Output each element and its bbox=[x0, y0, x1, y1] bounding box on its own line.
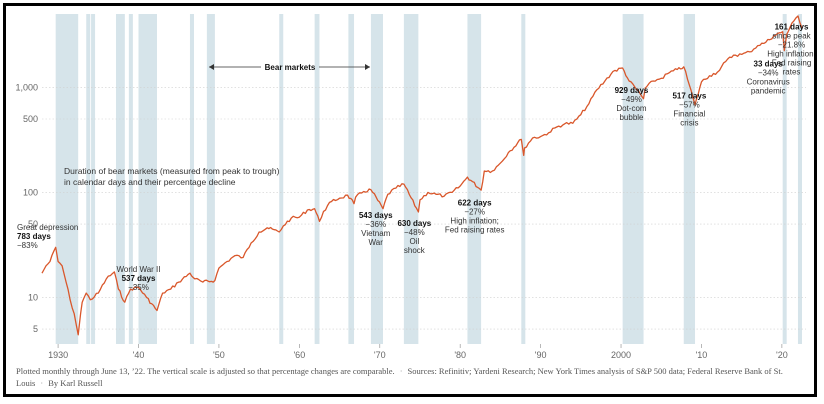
annotation-line: Great depression bbox=[17, 223, 78, 232]
annotation-line: −34% bbox=[758, 69, 779, 78]
annotation-line: since peak bbox=[772, 32, 811, 41]
annotation-line: High inflation; bbox=[450, 217, 498, 226]
bear-market-band bbox=[403, 14, 419, 344]
bear-market-band bbox=[55, 14, 79, 344]
y-tick-label: 10 bbox=[28, 292, 38, 302]
arrow-right-head bbox=[365, 64, 370, 70]
bear-market-band bbox=[314, 14, 320, 344]
annotation-line: −48% bbox=[404, 228, 425, 237]
annotation-line: −49% bbox=[621, 95, 642, 104]
bear-market-band bbox=[622, 14, 644, 344]
annotation-line: Oil bbox=[409, 237, 419, 246]
annotation-head: 929 days bbox=[615, 86, 649, 95]
y-tick-label: 100 bbox=[23, 187, 38, 197]
sp500-series-line bbox=[41, 15, 803, 336]
annotation-line: −36% bbox=[365, 220, 386, 229]
x-axis-ticks: 1930 '40 '50 '60 '70 '80 '90 2000 '10 '20 bbox=[48, 344, 788, 360]
bear-market-band bbox=[521, 14, 526, 344]
bear-markets-label-group: Bear markets bbox=[209, 63, 370, 72]
stock-chart: 5 10 50 100 500 1,000 1930 '40 '50 '60 '70 '80 '90 2… bbox=[15, 14, 814, 360]
annotation-line: −35% bbox=[128, 283, 149, 292]
bear-market-band bbox=[128, 14, 133, 344]
bear-market-band bbox=[683, 14, 696, 344]
bear-market-band bbox=[797, 14, 802, 344]
annotation-line: shock bbox=[404, 246, 426, 255]
duration-note-line2: in calendar days and their percentage de… bbox=[64, 177, 236, 187]
bear-market-band bbox=[189, 14, 194, 344]
bear-market-band bbox=[782, 14, 787, 344]
y-axis-ticks: 5 10 50 100 500 1,000 bbox=[15, 82, 38, 334]
x-tick-label: '80 bbox=[454, 350, 466, 360]
x-tick-label: '40 bbox=[133, 350, 145, 360]
annotation-head: 537 days bbox=[122, 274, 156, 283]
annotation-head: 783 days bbox=[17, 232, 51, 241]
annotation-line: High inflation; bbox=[767, 50, 814, 59]
bear-market-band bbox=[86, 14, 91, 344]
gridlines bbox=[42, 87, 806, 330]
x-tick-label: '90 bbox=[535, 350, 547, 360]
annotation-line: rates bbox=[783, 68, 801, 77]
annotation-line: crisis bbox=[680, 119, 698, 128]
x-tick-label: '20 bbox=[776, 350, 788, 360]
bear-market-band bbox=[348, 14, 355, 344]
annotation-line: War bbox=[369, 238, 384, 247]
bear-market-band bbox=[370, 14, 383, 344]
y-tick-label: 500 bbox=[23, 114, 38, 124]
annotation-head: 161 days bbox=[775, 23, 809, 32]
annotation-line: Coronavirus bbox=[747, 78, 790, 87]
annotation-line: Vietnam bbox=[361, 229, 391, 238]
x-tick-label: '50 bbox=[213, 350, 225, 360]
bear-market-bands bbox=[55, 14, 802, 344]
y-tick-label: 50 bbox=[28, 219, 38, 229]
bear-market-band bbox=[138, 14, 158, 344]
annotation-line: pandemic bbox=[751, 87, 786, 96]
x-tick-label: 1930 bbox=[48, 350, 68, 360]
annotation-head: 630 days bbox=[397, 219, 431, 228]
y-tick-label: 1,000 bbox=[15, 82, 38, 92]
annotation-head: 517 days bbox=[672, 92, 706, 101]
footer-byline: By Karl Russell bbox=[48, 378, 103, 388]
footer-plotted-note: Plotted monthly through June 13, ’22. Th… bbox=[16, 366, 395, 376]
x-tick-label: 2000 bbox=[611, 350, 631, 360]
bear-market-band bbox=[115, 14, 125, 344]
annotation-line: −21.8% bbox=[778, 41, 805, 50]
annotation-line: −27% bbox=[464, 208, 485, 217]
x-tick-label: '10 bbox=[696, 350, 708, 360]
duration-note-line1: Duration of bear markets (measured from … bbox=[64, 166, 280, 176]
bear-market-band bbox=[467, 14, 482, 344]
x-tick-label: '70 bbox=[374, 350, 386, 360]
annotation-line: Financial bbox=[673, 110, 705, 119]
x-tick-label: '60 bbox=[293, 350, 305, 360]
annotation-line: Dot-com bbox=[616, 104, 647, 113]
footer-sources: Sources: Refinitiv; Yardeni Research; Ne… bbox=[16, 366, 783, 388]
annotation-line: Fed raising bbox=[772, 59, 812, 68]
annotation-head: 543 days bbox=[359, 211, 393, 220]
annotation-line: World War II bbox=[116, 265, 160, 274]
bear-market-band bbox=[91, 14, 96, 344]
y-tick-label: 5 bbox=[33, 324, 38, 334]
chart-frame: 5 10 50 100 500 1,000 1930 '40 '50 '60 '70 '80 '90 2… bbox=[3, 3, 817, 397]
annotation-line: −57% bbox=[679, 101, 700, 110]
arrow-left-head bbox=[209, 64, 214, 70]
annotation-line: −83% bbox=[17, 241, 38, 250]
bear-market-band bbox=[279, 14, 284, 344]
annotation-head: 33 days bbox=[754, 60, 784, 69]
bear-market-band bbox=[206, 14, 215, 344]
annotation-head: 622 days bbox=[458, 199, 492, 208]
annotation-line: Fed raising rates bbox=[445, 226, 505, 235]
chart-footer: Plotted monthly through June 13, ’22. Th… bbox=[16, 366, 783, 388]
annotation-line: bubble bbox=[619, 113, 644, 122]
bear-markets-label: Bear markets bbox=[265, 63, 316, 72]
